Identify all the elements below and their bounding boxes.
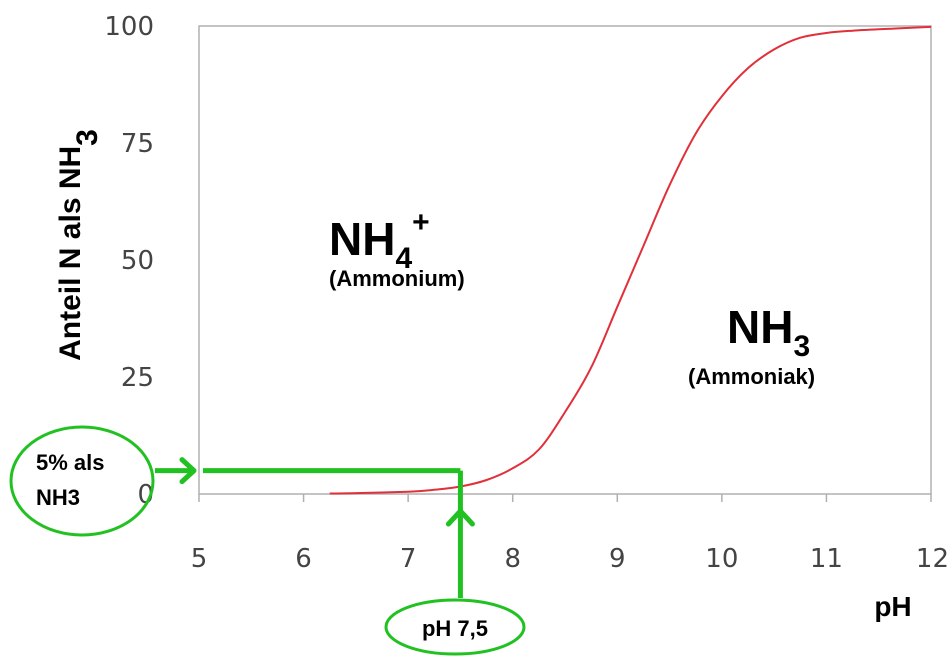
x-tick-label: 6 — [295, 544, 312, 574]
y-axis-label-main: Anteil N als NH — [54, 146, 87, 361]
ammoniak-formula: NH3 — [727, 301, 810, 363]
x-tick-label: 7 — [400, 544, 417, 574]
share-bubble-line2: NH3 — [36, 485, 80, 510]
ammoniak-name: (Ammoniak) — [688, 364, 815, 389]
x-tick-label: 5 — [191, 544, 208, 574]
nh3-share-curve — [329, 25, 932, 495]
share-bubble-line1: 5% als — [36, 450, 105, 475]
plot-frame — [198, 25, 932, 495]
x-tick-marks — [198, 494, 932, 502]
y-axis-label-sub: 3 — [71, 129, 104, 146]
ph-bubble-label: pH 7,5 — [422, 616, 488, 641]
ammonium-name: (Ammonium) — [329, 266, 465, 291]
y-tick-label: 75 — [121, 129, 154, 159]
ammonium-formula-sub: 4 — [395, 242, 412, 275]
y-tick-labels: 0 25 50 75 100 — [104, 12, 154, 510]
x-tick-labels: 5 6 7 8 9 10 11 12 — [191, 544, 949, 574]
x-axis-label: pH — [874, 591, 911, 622]
ammoniak-formula-main: NH — [727, 301, 793, 353]
x-tick-label: 12 — [916, 544, 949, 574]
ammoniak-formula-sub: 3 — [793, 330, 810, 363]
y-tick-label: 25 — [121, 363, 154, 393]
ammonium-formula-sup: + — [412, 206, 430, 239]
ph-arrow-head — [445, 508, 475, 527]
y-axis-label: Anteil N als NH3 — [54, 129, 104, 361]
share-bubble — [9, 425, 155, 537]
x-tick-label: 11 — [810, 544, 843, 574]
y-tick-label: 100 — [104, 12, 154, 42]
ammonium-formula: NH4+ — [329, 206, 430, 275]
x-tick-label: 8 — [504, 544, 521, 574]
ammonium-formula-main: NH — [329, 213, 395, 265]
x-tick-label: 10 — [705, 544, 738, 574]
x-tick-label: 9 — [609, 544, 626, 574]
y-tick-label: 50 — [121, 246, 154, 276]
y-tick-label: 0 — [137, 480, 154, 510]
ph-bubble — [384, 598, 526, 656]
